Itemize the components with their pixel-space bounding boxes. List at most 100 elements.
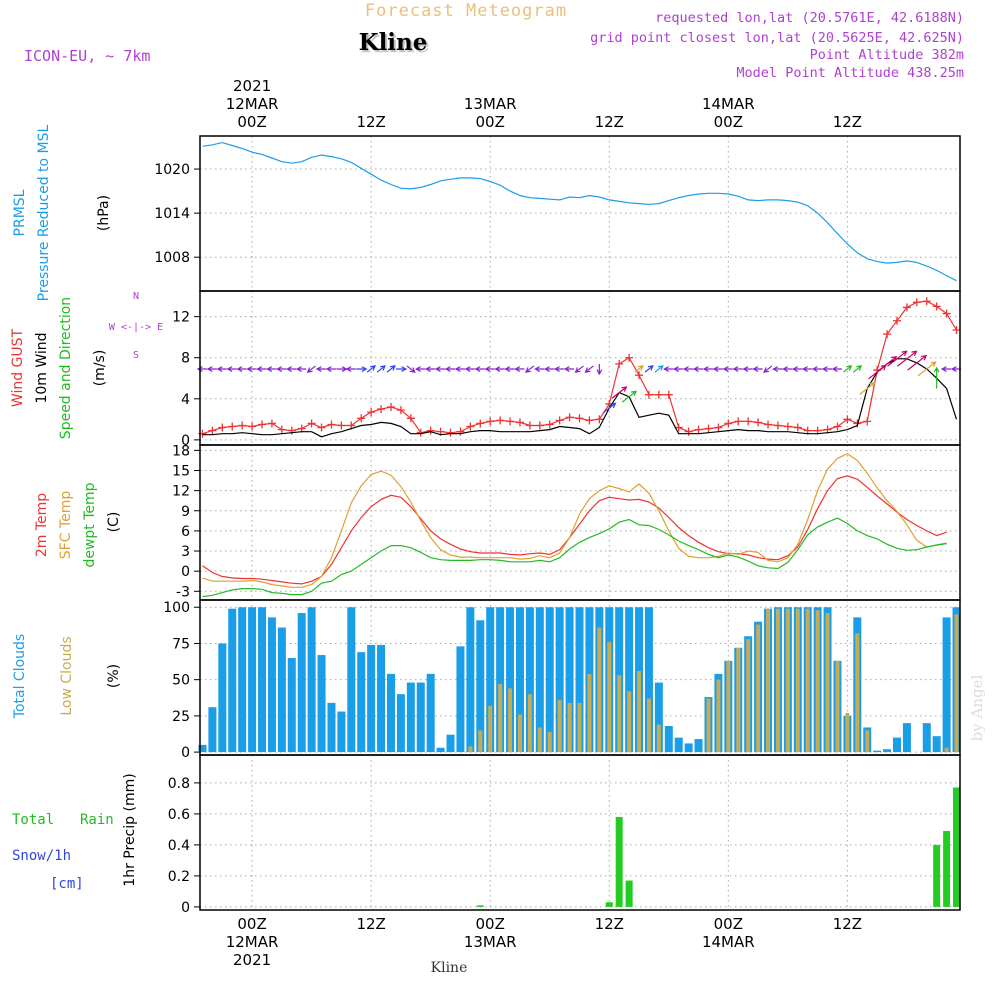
wind-direction-arrow xyxy=(325,366,336,372)
gust-marker xyxy=(565,413,574,422)
gust-marker xyxy=(833,422,842,431)
gust-marker xyxy=(942,309,951,318)
10m-wind-line xyxy=(202,358,958,438)
meteogram-title: Forecast Meteogram xyxy=(365,1,567,21)
total-cloud-bar xyxy=(426,673,435,753)
low-cloud-bar xyxy=(607,642,612,753)
wind-direction-arrow xyxy=(887,350,908,367)
wind-direction-arrow xyxy=(782,366,793,372)
wind-direction-arrow xyxy=(772,366,783,372)
wind-direction-arrow xyxy=(336,366,348,372)
total-cloud-bar xyxy=(883,749,892,753)
total-cloud-bar xyxy=(307,607,316,753)
low-cloud-bar xyxy=(746,639,751,753)
wind-direction-arrow xyxy=(484,366,495,372)
total-cloud-bar xyxy=(396,694,405,753)
gust-marker xyxy=(377,405,386,414)
compass-n: N xyxy=(133,291,139,302)
wind-ytick-label-3: 12 xyxy=(172,310,190,326)
wind-direction-arrow xyxy=(574,365,584,373)
low-cloud-bar xyxy=(508,688,513,753)
panel-temperature: -3 0 3 6 9 12 15 18 xyxy=(172,443,961,601)
wind-direction-arrow xyxy=(424,366,436,372)
wind-direction-arrow xyxy=(236,366,247,372)
top-axis-label: 00Z xyxy=(714,113,743,131)
gust-marker xyxy=(754,418,763,427)
total-cloud-bar xyxy=(466,607,475,753)
gust-marker xyxy=(386,403,395,412)
gust-marker xyxy=(486,417,495,426)
wind-direction-arrow xyxy=(712,366,723,372)
gust-marker xyxy=(595,415,604,424)
precip-ytick-label-0: 0 xyxy=(181,900,190,916)
gust-marker xyxy=(238,421,247,430)
total-cloud-bar xyxy=(377,644,386,753)
total-cloud-bar xyxy=(406,682,415,753)
wind-direction-arrow xyxy=(306,365,316,373)
top-axis-label: 12Z xyxy=(595,113,624,131)
clouds-ytick-label-3: 75 xyxy=(172,636,190,652)
wind-direction-arrow xyxy=(494,366,505,372)
total-cloud-bar xyxy=(297,613,306,753)
wind-direction-arrow xyxy=(702,366,713,372)
low-cloud-bar xyxy=(855,633,860,753)
precip-frame xyxy=(199,754,961,911)
wind-direction-arrow xyxy=(940,366,952,372)
total-cloud-bar xyxy=(436,747,445,753)
wind-direction-arrow xyxy=(226,366,237,372)
wind-direction-arrow xyxy=(611,386,628,399)
wind-direction-arrow xyxy=(543,366,555,372)
gust-marker xyxy=(535,421,544,430)
low-cloud-bar xyxy=(577,702,582,753)
total-cloud-bar xyxy=(535,607,544,753)
gust-marker xyxy=(228,422,237,431)
gust-marker xyxy=(773,421,782,430)
total-cloud-bar xyxy=(575,607,584,753)
gust-marker xyxy=(258,420,267,429)
wind-direction-arrow xyxy=(256,366,267,372)
precip-labels: Total Rain Snow/1h [cm] 1hr Precip (mm) xyxy=(12,773,138,892)
low-cloud-bar xyxy=(527,694,532,753)
wind-direction-arrow xyxy=(266,366,277,372)
gust-marker xyxy=(208,426,217,435)
wind-direction-arrow xyxy=(682,366,694,372)
wind-direction-arrow xyxy=(474,366,485,372)
total-cloud-bar xyxy=(367,644,376,753)
rain-bar xyxy=(943,830,951,907)
gust-marker xyxy=(912,298,921,307)
top-axis-label: 12Z xyxy=(356,113,385,131)
rain-bar xyxy=(615,817,623,907)
rain-bar xyxy=(605,902,613,907)
wind-direction-arrow xyxy=(216,366,227,372)
gust-marker xyxy=(694,425,703,434)
wind-direction-arrow xyxy=(752,366,763,372)
wind-direction-arrow xyxy=(454,366,465,372)
low-cloud-bar xyxy=(468,746,473,753)
gust-marker xyxy=(248,422,257,431)
wind-direction-arrow xyxy=(504,366,515,372)
low-cloud-bar xyxy=(845,712,850,753)
gust-marker xyxy=(218,423,227,432)
rain-bar xyxy=(625,880,633,907)
bottom-axis-label: 12MAR xyxy=(226,933,279,951)
wind-direction-arrow xyxy=(897,350,918,367)
bottom-axis-label: 00Z xyxy=(714,915,743,933)
wind-direction-arrow xyxy=(621,390,638,403)
label-low-clouds: Low Clouds xyxy=(59,636,75,715)
total-cloud-bar xyxy=(267,617,276,753)
gust-marker xyxy=(545,420,554,429)
gust-marker xyxy=(952,326,961,335)
wind-direction-arrow xyxy=(663,366,674,372)
wind-direction-arrow xyxy=(596,364,603,376)
wind-ytick-label-1: 4 xyxy=(181,392,190,408)
wind-direction-arrow xyxy=(859,381,876,395)
wind-direction-arrow xyxy=(524,365,535,373)
low-cloud-bar xyxy=(478,730,483,753)
wind-direction-arrow xyxy=(602,402,617,414)
gust-marker xyxy=(744,417,753,426)
pressure-labels: PRMSL Pressure Reduced to MSL (hPa) xyxy=(12,124,112,301)
total-cloud-bar xyxy=(238,607,247,753)
bottom-axis-label: 13MAR xyxy=(464,933,517,951)
gust-marker xyxy=(883,330,892,339)
wind-direction-arrow xyxy=(464,366,475,372)
